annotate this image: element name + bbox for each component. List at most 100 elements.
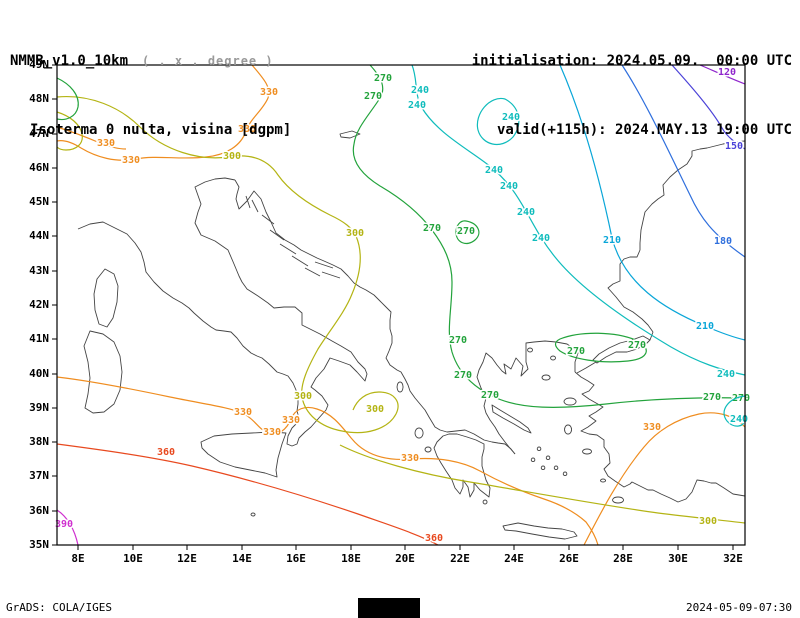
contour-line-300 [56, 111, 83, 151]
contour-label-270: 270 [628, 340, 646, 351]
x-axis-label: 24E [504, 552, 524, 565]
contour-line-300 [56, 95, 399, 434]
contour-label-330: 330 [401, 453, 419, 464]
contour-label-270: 270 [364, 91, 382, 102]
model-name: NMMB_v1.0_10km [10, 53, 129, 69]
contour-label-240: 240 [730, 414, 748, 425]
x-axis-label: 18E [341, 552, 361, 565]
coastline [245, 195, 341, 279]
contour-label-300: 300 [223, 151, 241, 162]
y-axis-label: 46N [29, 161, 49, 174]
contour-label-330: 330 [282, 415, 300, 426]
coastline [234, 179, 516, 455]
x-axis-label: 16E [286, 552, 306, 565]
contour-line-240 [723, 395, 746, 427]
contour-line-240 [411, 64, 746, 376]
coastline [414, 427, 424, 439]
contour-label-240: 240 [411, 85, 429, 96]
contour-line-390 [56, 509, 79, 546]
coastline [93, 268, 119, 328]
x-axis-label: 26E [559, 552, 579, 565]
coastline [77, 177, 368, 447]
x-axis-label: 32E [723, 552, 743, 565]
contour-label-360: 360 [157, 447, 175, 458]
coastline [83, 330, 123, 414]
contour-line-120 [699, 64, 746, 85]
contour-line-270 [554, 332, 647, 363]
contour-label-270: 270 [423, 223, 441, 234]
contour-label-240: 240 [502, 112, 520, 123]
contour-label-240: 240 [517, 207, 535, 218]
x-axis-label: 10E [123, 552, 143, 565]
contour-label-300: 300 [699, 516, 717, 527]
coastline [502, 522, 578, 540]
contour-label-240: 240 [717, 369, 735, 380]
contour-line-330 [583, 412, 746, 546]
coastline [250, 512, 256, 517]
contour-label-240: 240 [500, 181, 518, 192]
contour-label-330: 330 [260, 87, 278, 98]
y-axis-label: 38N [29, 435, 49, 448]
y-axis-label: 43N [29, 264, 49, 277]
y-axis-label: 37N [29, 469, 49, 482]
y-axis-label: 49N [29, 58, 49, 71]
coastline [550, 355, 556, 361]
x-axis-label: 20E [395, 552, 415, 565]
y-axis-label: 35N [29, 538, 49, 551]
contour-label-300: 300 [346, 228, 364, 239]
coastline [339, 130, 361, 139]
resolution-note: ( . x . degree ) [142, 54, 274, 68]
y-axis-label: 40N [29, 367, 49, 380]
y-axis-label: 42N [29, 298, 49, 311]
coastline [576, 361, 597, 374]
contour-label-240: 240 [532, 233, 550, 244]
contour-label-240: 240 [485, 165, 503, 176]
coastline [574, 371, 746, 503]
contour-line-180 [621, 64, 746, 258]
coastline [200, 431, 287, 478]
contour-label-270: 270 [374, 73, 392, 84]
valid-time: valid(+115h): 2024.MAY.13 19:00 UTC [496, 122, 792, 138]
x-axis-label: 14E [232, 552, 252, 565]
bottom-center-black-box [358, 598, 420, 618]
x-axis-label: 8E [71, 552, 84, 565]
y-axis-label: 44N [29, 229, 49, 242]
coastline [396, 381, 404, 393]
coastline [607, 140, 746, 333]
coastline [527, 347, 533, 353]
contour-label-330: 330 [643, 422, 661, 433]
coastline [491, 404, 532, 434]
x-axis-label: 22E [450, 552, 470, 565]
coastline [582, 448, 592, 455]
contour-line-240 [476, 97, 520, 146]
contour-line-270 [352, 64, 746, 408]
header-left: NMMB_v1.0_10km ( . x . degree ) Isoterma … [10, 4, 291, 188]
contour-label-360: 360 [425, 533, 443, 544]
contour-label-300: 300 [294, 391, 312, 402]
contour-line-330 [56, 376, 599, 546]
field-title: Isoterma 0 nulta, visina [dgpm] [30, 122, 292, 138]
contour-line-150 [671, 64, 746, 150]
coastline [541, 374, 551, 381]
contour-label-240: 240 [408, 100, 426, 111]
y-axis-label: 41N [29, 332, 49, 345]
contour-label-270: 270 [454, 370, 472, 381]
contour-label-270: 270 [567, 346, 585, 357]
contour-label-330: 330 [122, 155, 140, 166]
contour-line-360 [56, 443, 439, 546]
coastline [530, 446, 568, 476]
contour-label-210: 210 [603, 235, 621, 246]
y-axis-label: 36N [29, 504, 49, 517]
x-axis-label: 28E [613, 552, 633, 565]
contour-label-210: 210 [696, 321, 714, 332]
y-axis-label: 39N [29, 401, 49, 414]
coastline [563, 397, 577, 406]
coastline [424, 446, 432, 453]
x-axis-label: 12E [177, 552, 197, 565]
contour-label-330: 330 [97, 138, 115, 149]
contour-label-270: 270 [732, 393, 750, 404]
header-line1: NMMB_v1.0_10km ( . x . degree ) [10, 50, 291, 73]
contour-label-150: 150 [725, 141, 743, 152]
contour-label-270: 270 [457, 226, 475, 237]
